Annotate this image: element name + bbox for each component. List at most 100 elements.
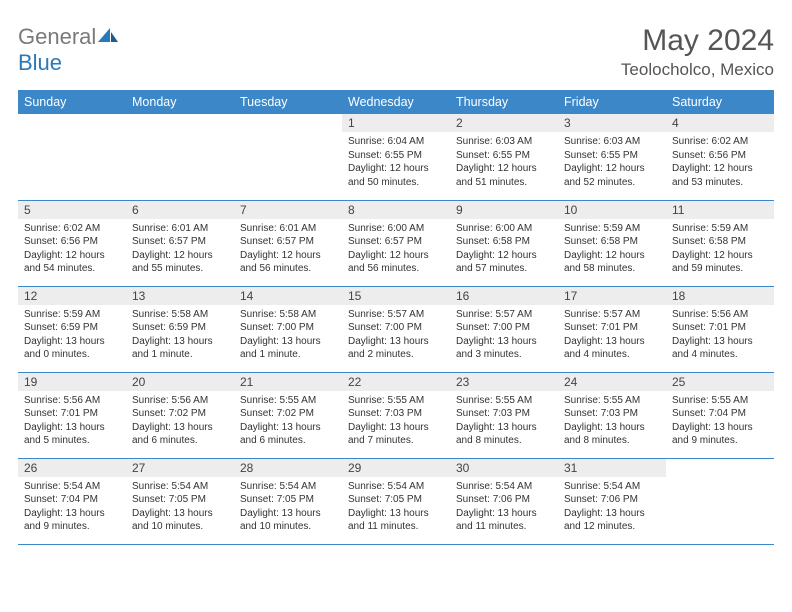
day-info-line: Sunset: 6:56 PM: [672, 149, 768, 163]
day-info: Sunrise: 6:04 AMSunset: 6:55 PMDaylight:…: [342, 132, 450, 193]
day-info-line: and 12 minutes.: [564, 520, 660, 534]
day-info-line: and 9 minutes.: [24, 520, 120, 534]
day-info-line: Sunset: 7:06 PM: [456, 493, 552, 507]
day-info-line: Sunset: 6:59 PM: [132, 321, 228, 335]
day-info-line: and 0 minutes.: [24, 348, 120, 362]
day-info: Sunrise: 5:57 AMSunset: 7:00 PMDaylight:…: [342, 305, 450, 366]
calendar-day: 24Sunrise: 5:55 AMSunset: 7:03 PMDayligh…: [558, 372, 666, 458]
day-info-line: Daylight: 13 hours: [132, 507, 228, 521]
day-info-line: Daylight: 13 hours: [672, 421, 768, 435]
day-info-line: Daylight: 12 hours: [348, 249, 444, 263]
day-info: Sunrise: 5:55 AMSunset: 7:03 PMDaylight:…: [450, 391, 558, 452]
day-info-line: Daylight: 12 hours: [564, 162, 660, 176]
day-info-line: and 4 minutes.: [564, 348, 660, 362]
day-info-line: Daylight: 12 hours: [672, 249, 768, 263]
day-number-empty: [234, 114, 342, 132]
day-info-line: Sunrise: 6:02 AM: [672, 135, 768, 149]
day-info-line: Sunrise: 5:54 AM: [132, 480, 228, 494]
calendar-day: 15Sunrise: 5:57 AMSunset: 7:00 PMDayligh…: [342, 286, 450, 372]
day-info: Sunrise: 5:58 AMSunset: 6:59 PMDaylight:…: [126, 305, 234, 366]
day-info: Sunrise: 6:02 AMSunset: 6:56 PMDaylight:…: [666, 132, 774, 193]
day-info-line: Daylight: 13 hours: [24, 507, 120, 521]
day-info-line: Daylight: 13 hours: [132, 335, 228, 349]
day-info-line: Sunrise: 5:54 AM: [24, 480, 120, 494]
day-info-line: and 54 minutes.: [24, 262, 120, 276]
day-info-line: Sunrise: 5:57 AM: [348, 308, 444, 322]
day-info-line: Sunrise: 6:03 AM: [564, 135, 660, 149]
day-info-line: Sunset: 6:59 PM: [24, 321, 120, 335]
weekday-header: Sunday: [18, 90, 126, 114]
day-info-line: and 6 minutes.: [240, 434, 336, 448]
day-number: 23: [450, 373, 558, 391]
day-info-line: Daylight: 13 hours: [456, 507, 552, 521]
day-number: 7: [234, 201, 342, 219]
weekday-header: Wednesday: [342, 90, 450, 114]
day-info: Sunrise: 5:59 AMSunset: 6:58 PMDaylight:…: [666, 219, 774, 280]
day-info: Sunrise: 5:59 AMSunset: 6:59 PMDaylight:…: [18, 305, 126, 366]
day-info-line: Sunrise: 5:59 AM: [24, 308, 120, 322]
day-info-line: Sunset: 6:55 PM: [456, 149, 552, 163]
calendar-table: SundayMondayTuesdayWednesdayThursdayFrid…: [18, 90, 774, 545]
day-info-line: Sunset: 6:58 PM: [456, 235, 552, 249]
day-info-line: and 52 minutes.: [564, 176, 660, 190]
day-info-line: Daylight: 12 hours: [24, 249, 120, 263]
day-info-line: Sunset: 7:00 PM: [348, 321, 444, 335]
calendar-day: 18Sunrise: 5:56 AMSunset: 7:01 PMDayligh…: [666, 286, 774, 372]
day-info-line: Daylight: 13 hours: [24, 421, 120, 435]
day-number: 5: [18, 201, 126, 219]
day-info-line: Sunset: 6:55 PM: [348, 149, 444, 163]
day-info-line: Daylight: 12 hours: [456, 162, 552, 176]
day-number: 1: [342, 114, 450, 132]
day-info-line: Sunrise: 5:55 AM: [456, 394, 552, 408]
day-number: 4: [666, 114, 774, 132]
day-info-line: Sunset: 6:58 PM: [564, 235, 660, 249]
day-info-line: Sunset: 7:05 PM: [132, 493, 228, 507]
day-info-line: Sunrise: 5:55 AM: [672, 394, 768, 408]
day-info-line: Daylight: 13 hours: [240, 507, 336, 521]
logo-text-blue: Blue: [18, 50, 62, 75]
day-info: Sunrise: 5:54 AMSunset: 7:05 PMDaylight:…: [342, 477, 450, 538]
day-info: Sunrise: 5:57 AMSunset: 7:01 PMDaylight:…: [558, 305, 666, 366]
day-info-line: and 2 minutes.: [348, 348, 444, 362]
day-number: 12: [18, 287, 126, 305]
calendar-day: 21Sunrise: 5:55 AMSunset: 7:02 PMDayligh…: [234, 372, 342, 458]
day-info-line: Daylight: 13 hours: [456, 421, 552, 435]
day-info-line: and 50 minutes.: [348, 176, 444, 190]
calendar-day: 26Sunrise: 5:54 AMSunset: 7:04 PMDayligh…: [18, 458, 126, 544]
day-info-line: Sunset: 7:03 PM: [456, 407, 552, 421]
day-info: Sunrise: 5:55 AMSunset: 7:03 PMDaylight:…: [342, 391, 450, 452]
day-info-line: Daylight: 13 hours: [24, 335, 120, 349]
calendar-day: 2Sunrise: 6:03 AMSunset: 6:55 PMDaylight…: [450, 114, 558, 200]
day-info: Sunrise: 6:03 AMSunset: 6:55 PMDaylight:…: [450, 132, 558, 193]
calendar-day: 28Sunrise: 5:54 AMSunset: 7:05 PMDayligh…: [234, 458, 342, 544]
calendar-day: 30Sunrise: 5:54 AMSunset: 7:06 PMDayligh…: [450, 458, 558, 544]
day-number: 31: [558, 459, 666, 477]
day-info-line: Sunset: 7:04 PM: [672, 407, 768, 421]
day-info-line: and 1 minute.: [240, 348, 336, 362]
day-info: Sunrise: 6:01 AMSunset: 6:57 PMDaylight:…: [126, 219, 234, 280]
calendar-day: 29Sunrise: 5:54 AMSunset: 7:05 PMDayligh…: [342, 458, 450, 544]
day-info-line: and 51 minutes.: [456, 176, 552, 190]
calendar-week: 5Sunrise: 6:02 AMSunset: 6:56 PMDaylight…: [18, 200, 774, 286]
day-number: 24: [558, 373, 666, 391]
calendar-day: 23Sunrise: 5:55 AMSunset: 7:03 PMDayligh…: [450, 372, 558, 458]
day-info: Sunrise: 5:58 AMSunset: 7:00 PMDaylight:…: [234, 305, 342, 366]
day-info-line: Sunrise: 5:59 AM: [564, 222, 660, 236]
day-info-line: and 1 minute.: [132, 348, 228, 362]
calendar-day: 12Sunrise: 5:59 AMSunset: 6:59 PMDayligh…: [18, 286, 126, 372]
day-number: 8: [342, 201, 450, 219]
day-info-line: Daylight: 13 hours: [132, 421, 228, 435]
day-info-line: and 55 minutes.: [132, 262, 228, 276]
day-info-line: Sunrise: 5:55 AM: [240, 394, 336, 408]
day-info-line: Sunrise: 5:55 AM: [564, 394, 660, 408]
logo-text: GeneralBlue: [18, 24, 120, 76]
day-info-line: Sunrise: 5:54 AM: [240, 480, 336, 494]
day-info-line: and 11 minutes.: [348, 520, 444, 534]
day-info-line: Daylight: 13 hours: [240, 421, 336, 435]
day-info-line: Daylight: 12 hours: [672, 162, 768, 176]
day-info: Sunrise: 5:55 AMSunset: 7:02 PMDaylight:…: [234, 391, 342, 452]
day-info-line: and 11 minutes.: [456, 520, 552, 534]
day-number: 21: [234, 373, 342, 391]
calendar-day: 16Sunrise: 5:57 AMSunset: 7:00 PMDayligh…: [450, 286, 558, 372]
day-info-line: Sunset: 7:03 PM: [564, 407, 660, 421]
